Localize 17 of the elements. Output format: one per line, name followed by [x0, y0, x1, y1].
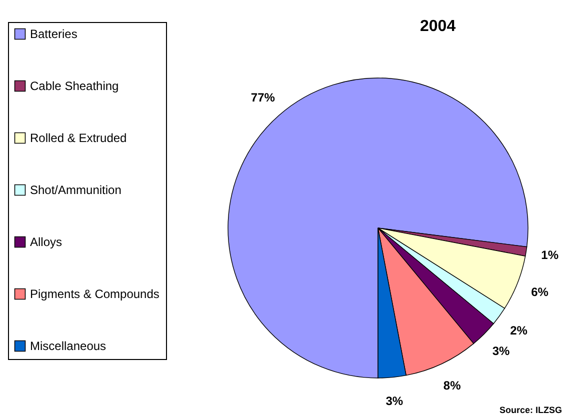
chart-title: 2004	[420, 18, 456, 35]
source-note: Source: ILZSG	[499, 405, 562, 415]
data-label: 3%	[386, 394, 404, 408]
legend-label: Shot/Ammunition	[30, 183, 122, 197]
data-label: 1%	[541, 248, 559, 262]
legend-label: Batteries	[30, 27, 78, 41]
data-label: 77%	[250, 90, 276, 104]
data-label: 2%	[510, 323, 528, 338]
data-label: 6%	[531, 285, 549, 300]
legend-label: Cable Sheathing	[30, 79, 119, 93]
pie-slice	[228, 78, 528, 378]
legend-label: Alloys	[30, 235, 62, 249]
legend-label: Rolled & Extruded	[30, 131, 127, 145]
data-label: 8%	[443, 378, 462, 392]
legend-label: Miscellaneous	[30, 339, 106, 353]
legend-label: Pigments & Compounds	[30, 287, 160, 301]
data-label: 3%	[492, 344, 510, 358]
